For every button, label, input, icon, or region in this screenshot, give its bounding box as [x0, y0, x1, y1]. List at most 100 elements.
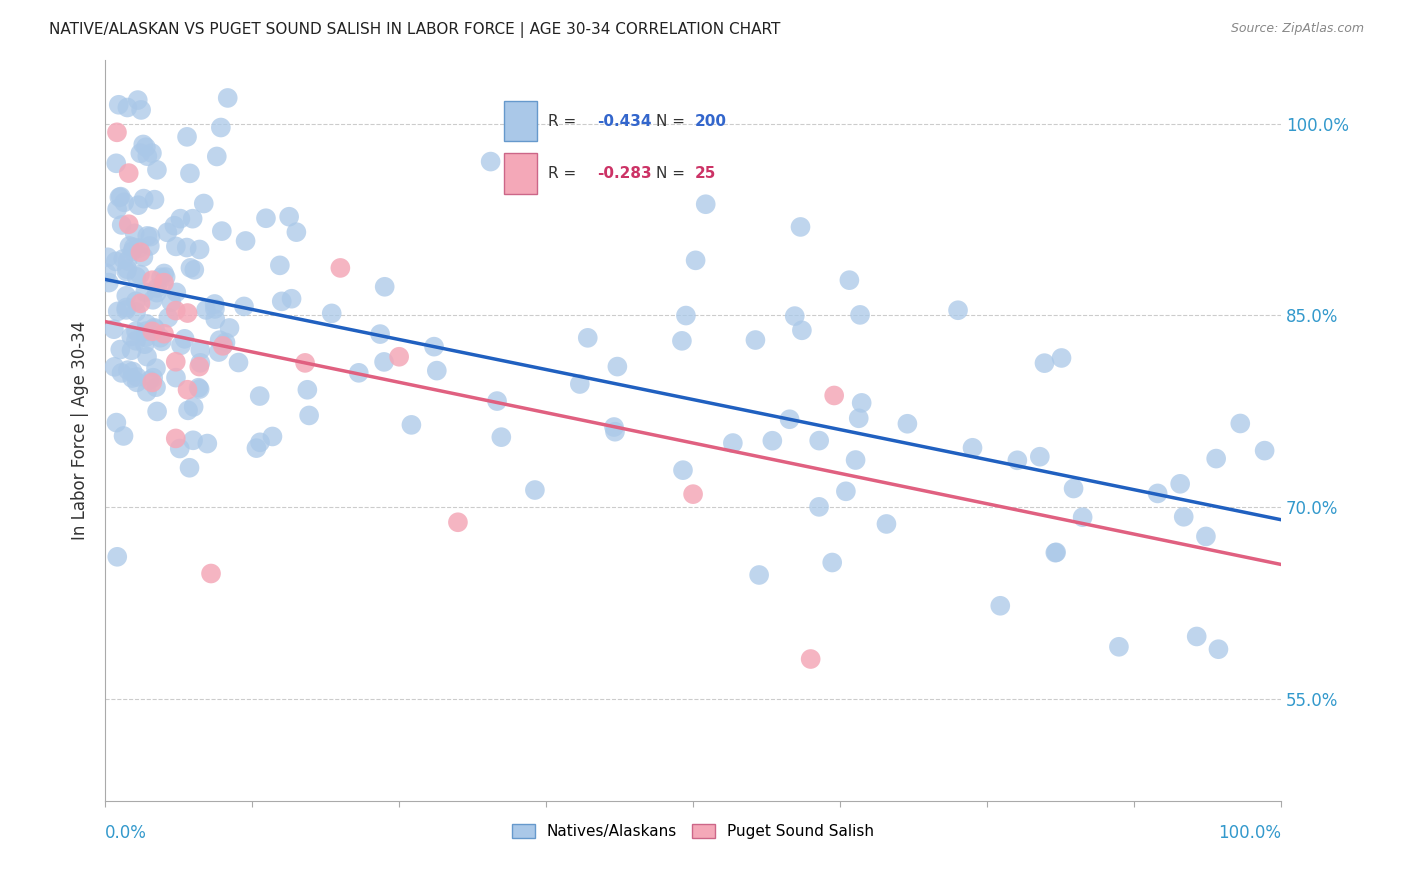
Point [368, 327, 391, 342]
Point [122, 240, 145, 254]
Text: 0.0%: 0.0% [105, 824, 148, 842]
Point [672, 463, 695, 477]
Point [127, 93, 149, 107]
Point [181, 434, 204, 448]
Point [1195, 529, 1218, 543]
Point [187, 381, 209, 395]
Point [200, 566, 222, 581]
Point [115, 301, 138, 315]
Point [1045, 545, 1067, 559]
Point [108, 190, 131, 204]
Point [169, 442, 191, 456]
Point [125, 305, 148, 319]
Point [103, 322, 125, 336]
Point [97, 250, 120, 264]
Point [169, 211, 191, 226]
Point [118, 239, 141, 253]
Point [523, 483, 546, 497]
Point [117, 253, 139, 268]
Point [576, 331, 599, 345]
Point [156, 225, 179, 239]
Point [285, 225, 308, 239]
Point [329, 260, 352, 275]
Point [139, 239, 162, 253]
Point [603, 425, 626, 439]
Point [568, 377, 591, 392]
Point [790, 323, 813, 337]
Point [146, 285, 169, 300]
Point [188, 359, 211, 374]
Point [1045, 546, 1067, 560]
Point [115, 289, 138, 303]
Point [138, 373, 160, 387]
Point [205, 149, 228, 163]
Point [129, 245, 152, 260]
Point [188, 382, 211, 396]
Point [388, 350, 411, 364]
Point [134, 285, 156, 300]
Point [962, 441, 984, 455]
Point [134, 337, 156, 351]
Point [160, 295, 183, 310]
Text: Source: ZipAtlas.com: Source: ZipAtlas.com [1230, 22, 1364, 36]
Point [254, 211, 277, 226]
Point [141, 376, 163, 390]
Point [849, 308, 872, 322]
Point [143, 320, 166, 334]
Point [150, 270, 173, 285]
Point [423, 340, 446, 354]
Point [121, 244, 143, 259]
Point [195, 302, 218, 317]
Point [835, 484, 858, 499]
Point [136, 350, 159, 364]
Point [603, 420, 626, 434]
Point [228, 355, 250, 369]
Point [165, 239, 187, 253]
Point [121, 371, 143, 385]
Point [1185, 630, 1208, 644]
Point [278, 210, 301, 224]
Point [112, 195, 135, 210]
Point [105, 416, 128, 430]
Point [188, 356, 211, 370]
Point [374, 280, 396, 294]
Y-axis label: In Labor Force | Age 30-34: In Labor Force | Age 30-34 [72, 320, 89, 540]
Point [165, 285, 187, 300]
Point [851, 396, 873, 410]
Point [262, 429, 284, 443]
Point [112, 252, 135, 266]
Point [165, 370, 187, 384]
Point [270, 294, 292, 309]
Point [135, 140, 157, 154]
Point [132, 250, 155, 264]
Point [823, 388, 845, 402]
Point [115, 264, 138, 278]
Point [208, 345, 231, 359]
Point [209, 120, 232, 135]
Point [155, 270, 177, 285]
Point [211, 339, 233, 353]
Point [808, 500, 831, 514]
Point [297, 383, 319, 397]
Point [875, 516, 897, 531]
Point [173, 332, 195, 346]
Point [1050, 351, 1073, 365]
Point [135, 317, 157, 331]
Point [142, 293, 165, 307]
Point [118, 166, 141, 180]
Point [165, 432, 187, 446]
Point [136, 149, 159, 163]
Point [125, 370, 148, 384]
Point [845, 453, 868, 467]
Point [141, 273, 163, 287]
Point [103, 359, 125, 374]
Point [132, 192, 155, 206]
Point [1033, 356, 1056, 370]
Point [1208, 642, 1230, 657]
Point [748, 568, 770, 582]
Point [249, 389, 271, 403]
Point [217, 91, 239, 105]
Point [838, 273, 860, 287]
Point [373, 355, 395, 369]
Point [142, 370, 165, 384]
